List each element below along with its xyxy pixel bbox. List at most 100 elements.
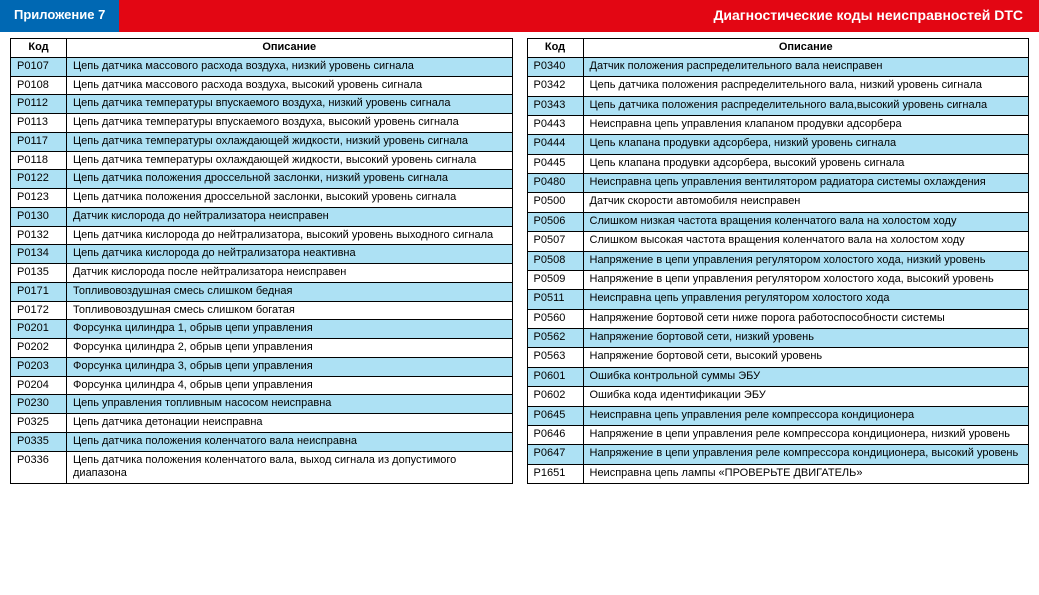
- cell-desc: Ошибка контрольной суммы ЭБУ: [583, 367, 1029, 386]
- dtc-table-left: Код Описание P0107Цепь датчика массового…: [10, 38, 513, 484]
- cell-code: P0562: [527, 329, 583, 348]
- cell-code: P0509: [527, 270, 583, 289]
- cell-desc: Цепь датчика положения коленчатого вала,…: [67, 451, 513, 484]
- cell-desc: Неисправна цепь лампы «ПРОВЕРЬТЕ ДВИГАТЕ…: [583, 464, 1029, 483]
- table-row: P0113Цепь датчика температуры впускаемог…: [11, 114, 513, 133]
- col-header-desc: Описание: [583, 39, 1029, 58]
- cell-desc: Цепь датчика массового расхода воздуха, …: [67, 57, 513, 76]
- dtc-table-right: Код Описание P0340Датчик положения распр…: [527, 38, 1030, 484]
- table-row: P0506Слишком низкая частота вращения кол…: [527, 212, 1029, 231]
- cell-code: P0602: [527, 387, 583, 406]
- cell-code: P0508: [527, 251, 583, 270]
- col-header-desc: Описание: [67, 39, 513, 58]
- cell-code: P0108: [11, 76, 67, 95]
- cell-desc: Цепь датчика положения дроссельной засло…: [67, 170, 513, 189]
- table-row: P0202Форсунка цилиндра 2, обрыв цепи упр…: [11, 339, 513, 358]
- cell-code: P0123: [11, 189, 67, 208]
- table-row: P0507Слишком высокая частота вращения ко…: [527, 232, 1029, 251]
- cell-code: P0204: [11, 376, 67, 395]
- table-row: P0108Цепь датчика массового расхода возд…: [11, 76, 513, 95]
- table-row: P0134Цепь датчика кислорода до нейтрализ…: [11, 245, 513, 264]
- cell-code: P0444: [527, 135, 583, 154]
- table-row: P0135Датчик кислорода после нейтрализато…: [11, 264, 513, 283]
- cell-code: P0122: [11, 170, 67, 189]
- cell-code: P0500: [527, 193, 583, 212]
- cell-desc: Напряжение в цепи управления регулятором…: [583, 270, 1029, 289]
- cell-desc: Неисправна цепь управления клапаном прод…: [583, 115, 1029, 134]
- cell-desc: Датчик скорости автомобиля неисправен: [583, 193, 1029, 212]
- cell-code: P0511: [527, 290, 583, 309]
- cell-code: P0172: [11, 301, 67, 320]
- table-row: P0647Напряжение в цепи управления реле к…: [527, 445, 1029, 464]
- tables-container: Код Описание P0107Цепь датчика массового…: [0, 32, 1039, 494]
- col-header-code: Код: [11, 39, 67, 58]
- table-row: P0562Напряжение бортовой сети, низкий ур…: [527, 329, 1029, 348]
- cell-code: P0445: [527, 154, 583, 173]
- table-row: P0602Ошибка кода идентификации ЭБУ: [527, 387, 1029, 406]
- table-row: P0130Датчик кислорода до нейтрализатора …: [11, 207, 513, 226]
- cell-code: P0342: [527, 77, 583, 96]
- cell-desc: Слишком низкая частота вращения коленчат…: [583, 212, 1029, 231]
- cell-desc: Датчик кислорода до нейтрализатора неисп…: [67, 207, 513, 226]
- cell-desc: Датчик кислорода после нейтрализатора не…: [67, 264, 513, 283]
- cell-desc: Неисправна цепь управления вентилятором …: [583, 174, 1029, 193]
- table-row: P0444Цепь клапана продувки адсорбера, ни…: [527, 135, 1029, 154]
- cell-desc: Ошибка кода идентификации ЭБУ: [583, 387, 1029, 406]
- table-row: P0171Топливовоздушная смесь слишком бедн…: [11, 282, 513, 301]
- cell-desc: Цепь датчика кислорода до нейтрализатора…: [67, 226, 513, 245]
- cell-code: P0507: [527, 232, 583, 251]
- appendix-badge: Приложение 7: [0, 0, 119, 32]
- cell-code: P0203: [11, 357, 67, 376]
- cell-code: P0117: [11, 132, 67, 151]
- table-row: P0172Топливовоздушная смесь слишком бога…: [11, 301, 513, 320]
- cell-desc: Неисправна цепь управления регулятором х…: [583, 290, 1029, 309]
- table-row: P0443Неисправна цепь управления клапаном…: [527, 115, 1029, 134]
- table-row: P0645Неисправна цепь управления реле ком…: [527, 406, 1029, 425]
- cell-desc: Напряжение в цепи управления реле компре…: [583, 445, 1029, 464]
- table-row: P0560Напряжение бортовой сети ниже порог…: [527, 309, 1029, 328]
- table-row: P0646Напряжение в цепи управления реле к…: [527, 425, 1029, 444]
- cell-code: P0646: [527, 425, 583, 444]
- cell-desc: Форсунка цилиндра 3, обрыв цепи управлен…: [67, 357, 513, 376]
- cell-desc: Цепь управления топливным насосом неиспр…: [67, 395, 513, 414]
- table-row: P0118Цепь датчика температуры охлаждающе…: [11, 151, 513, 170]
- cell-desc: Цепь датчика положения дроссельной засло…: [67, 189, 513, 208]
- cell-desc: Напряжение бортовой сети, высокий уровен…: [583, 348, 1029, 367]
- cell-desc: Напряжение бортовой сети, низкий уровень: [583, 329, 1029, 348]
- cell-code: P0135: [11, 264, 67, 283]
- cell-code: P0107: [11, 57, 67, 76]
- cell-desc: Датчик положения распределительного вала…: [583, 57, 1029, 76]
- cell-code: P1651: [527, 464, 583, 483]
- cell-code: P0560: [527, 309, 583, 328]
- page-header: Приложение 7 Диагностические коды неиспр…: [0, 0, 1039, 32]
- table-row: P0500Датчик скорости автомобиля неисправ…: [527, 193, 1029, 212]
- cell-code: P0336: [11, 451, 67, 484]
- table-row: P0112Цепь датчика температуры впускаемог…: [11, 95, 513, 114]
- cell-desc: Цепь датчика массового расхода воздуха, …: [67, 76, 513, 95]
- cell-code: P0343: [527, 96, 583, 115]
- cell-desc: Форсунка цилиндра 1, обрыв цепи управлен…: [67, 320, 513, 339]
- cell-code: P0202: [11, 339, 67, 358]
- cell-desc: Цепь датчика положения распределительног…: [583, 96, 1029, 115]
- cell-code: P0171: [11, 282, 67, 301]
- cell-code: P0645: [527, 406, 583, 425]
- table-row: P0117Цепь датчика температуры охлаждающе…: [11, 132, 513, 151]
- cell-code: P0563: [527, 348, 583, 367]
- table-row: P0601Ошибка контрольной суммы ЭБУ: [527, 367, 1029, 386]
- table-header-row: Код Описание: [527, 39, 1029, 58]
- cell-code: P0201: [11, 320, 67, 339]
- cell-code: P0443: [527, 115, 583, 134]
- table-row: P0203Форсунка цилиндра 3, обрыв цепи упр…: [11, 357, 513, 376]
- cell-desc: Топливовоздушная смесь слишком бедная: [67, 282, 513, 301]
- cell-desc: Форсунка цилиндра 2, обрыв цепи управлен…: [67, 339, 513, 358]
- cell-desc: Цепь датчика температуры впускаемого воз…: [67, 114, 513, 133]
- table-row: P0336Цепь датчика положения коленчатого …: [11, 451, 513, 484]
- cell-code: P0647: [527, 445, 583, 464]
- cell-code: P0480: [527, 174, 583, 193]
- cell-code: P0340: [527, 57, 583, 76]
- cell-code: P0325: [11, 414, 67, 433]
- table-row: P0132Цепь датчика кислорода до нейтрализ…: [11, 226, 513, 245]
- col-header-code: Код: [527, 39, 583, 58]
- cell-desc: Цепь клапана продувки адсорбера, высокий…: [583, 154, 1029, 173]
- cell-code: P0112: [11, 95, 67, 114]
